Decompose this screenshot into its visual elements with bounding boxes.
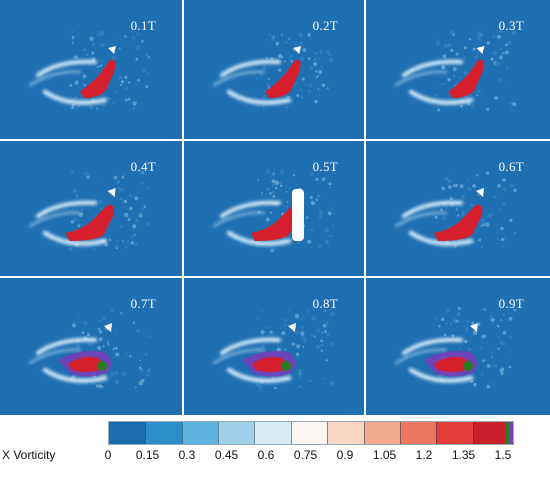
colorbar-end-green xyxy=(505,422,509,444)
colorbar-segment xyxy=(109,422,146,444)
colorbar-segment xyxy=(218,422,256,444)
colorbar-segment xyxy=(436,422,474,444)
colorbar-divider xyxy=(363,422,365,444)
colorbar-divider xyxy=(218,422,220,444)
panel-time-label: 0.8T xyxy=(312,296,338,311)
vorticity-field xyxy=(213,309,335,390)
vorticity-panel-7: 0.7T xyxy=(0,278,182,415)
panel-time-label: 0.6T xyxy=(498,159,524,174)
colorbar-tick-label: 0.6 xyxy=(257,448,275,462)
colorbar-segment xyxy=(181,422,219,444)
colorbar-divider xyxy=(254,422,256,444)
vorticity-panel-1: 0.1T xyxy=(0,0,182,139)
colorbar-tick-label: 0.45 xyxy=(214,448,239,462)
colorbar-tick-label: 0.9 xyxy=(336,448,354,462)
vorticity-panel-8: 0.8T xyxy=(184,278,364,415)
vorticity-field xyxy=(29,308,151,389)
colorbar-tick-label: 1.35 xyxy=(451,448,476,462)
colorbar-segment xyxy=(145,422,183,444)
panel-time-label: 0.7T xyxy=(130,296,156,311)
colorbar-divider xyxy=(399,422,401,444)
colorbar-divider xyxy=(436,422,438,444)
colorbar-segment xyxy=(254,422,292,444)
vorticity-panel-5: 0.5T xyxy=(184,141,364,276)
colorbar-divider xyxy=(145,422,147,444)
colorbar-divider xyxy=(327,422,329,444)
colorbar-segment xyxy=(290,422,328,444)
panel-time-label: 0.1T xyxy=(130,18,156,33)
colorbar xyxy=(108,421,514,445)
colorbar-divider xyxy=(181,422,183,444)
colorbar-tick-label: 1.2 xyxy=(415,448,433,462)
vorticity-field xyxy=(213,32,334,109)
colorbar-tick-label: 0.75 xyxy=(293,448,318,462)
vorticity-field xyxy=(395,29,517,112)
vorticity-panel-6: 0.6T xyxy=(366,141,550,276)
colorbar-segment xyxy=(327,422,365,444)
colorbar-end-purple xyxy=(509,422,513,444)
vorticity-panel-3: 0.3T xyxy=(366,0,550,139)
colorbar-segment xyxy=(399,422,437,444)
vorticity-field xyxy=(395,306,516,389)
panel-time-label: 0.9T xyxy=(498,296,524,311)
panel-time-label: 0.4T xyxy=(130,159,156,174)
colorbar-divider xyxy=(290,422,292,444)
vorticity-field xyxy=(213,169,335,253)
colorbar-tick-label: 0.3 xyxy=(178,448,196,462)
vorticity-panel-4: 0.4T xyxy=(0,141,182,276)
vorticity-panel-grid: 0.1T 0.2T 0.3T 0.4T 0.5T 0.6T 0.7T 0.8T 0.9T xyxy=(0,0,550,415)
panel-time-label: 0.5T xyxy=(312,159,338,174)
colorbar-tick-label: 0.15 xyxy=(135,448,160,462)
panel-time-label: 0.2T xyxy=(312,18,338,33)
colorbar-tick-label: 1.5 xyxy=(494,448,512,462)
vorticity-field xyxy=(29,169,151,252)
vorticity-panel-9: 0.9T xyxy=(366,278,550,415)
vorticity-panel-2: 0.2T xyxy=(184,0,364,139)
vorticity-field xyxy=(29,30,150,110)
vorticity-field xyxy=(395,170,517,251)
colorbar-tick-label: 0 xyxy=(104,448,112,462)
colorbar-divider xyxy=(472,422,474,444)
colorbar-ticks: 0 0.15 0.3 0.45 0.6 0.75 0.9 1.05 1.2 1.35 1.5 xyxy=(0,448,550,464)
colorbar-segment xyxy=(472,422,510,444)
panel-time-label: 0.3T xyxy=(498,18,524,33)
colorbar-title: X Vorticity xyxy=(2,448,56,462)
colorbar-segment xyxy=(363,422,401,444)
colorbar-tick-label: 1.05 xyxy=(372,448,397,462)
